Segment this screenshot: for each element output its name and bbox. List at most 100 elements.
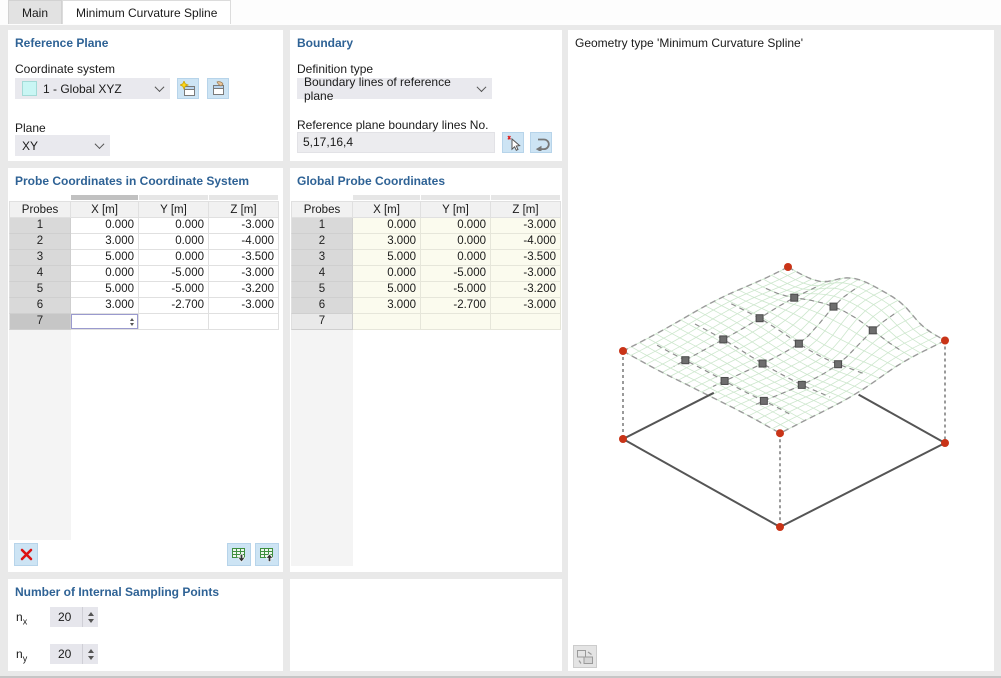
row-number-cell[interactable]: 3 [291,250,353,266]
row-number-cell[interactable]: 4 [291,266,353,282]
row-number-cell[interactable]: 3 [9,250,71,266]
view-toggle-button[interactable] [573,645,597,668]
cell-y[interactable]: -2.700 [139,298,209,314]
global-probe-coordinates-panel: Global Probe Coordinates Probes X [m] Y … [290,168,562,572]
cell-z: -3.000 [491,266,561,282]
table-row: 6 3.000 -2.700 -3.000 [9,298,279,314]
cell-z: -4.000 [491,234,561,250]
table-row: 6 3.000 -2.700 -3.000 [291,298,561,314]
header-probes: Probes [291,201,353,218]
cell-y[interactable]: 0.000 [139,250,209,266]
boundary-lines-input[interactable]: 5,17,16,4 [297,132,495,153]
probe-x-input[interactable] [71,314,138,329]
tab-main[interactable]: Main [8,0,63,24]
cell-x[interactable]: 3.000 [71,298,139,314]
cell-z: -3.500 [491,250,561,266]
ny-stepper[interactable]: 20 [50,644,98,664]
reference-plane-title: Reference Plane [15,36,109,50]
tab-bar: Main Minimum Curvature Spline [0,0,1001,25]
row-number-cell[interactable]: 6 [9,298,71,314]
boundary-panel: Boundary Definition type Boundary lines … [290,30,562,161]
cell-x: 3.000 [353,234,421,250]
pick-cursor-icon [507,135,521,151]
nx-value: 20 [58,610,72,624]
cell-y: -5.000 [421,282,491,298]
probe-coordinates-panel: Probe Coordinates in Coordinate System P… [8,168,283,572]
cell-x: 3.000 [353,298,421,314]
cell-x[interactable]: 3.000 [71,234,139,250]
nx-stepper[interactable]: 20 [50,607,98,627]
table-row: 1 0.000 0.000 -3.000 [291,218,561,234]
reset-lines-button[interactable] [530,132,552,153]
cell-z[interactable]: -3.000 [209,298,279,314]
row-number-cell[interactable]: 2 [9,234,71,250]
cell-x[interactable]: 5.000 [71,250,139,266]
coordinate-system-dropdown[interactable]: 1 - Global XYZ [15,78,170,99]
coordinate-system-color-swatch [22,81,37,96]
cell-y[interactable]: 0.000 [139,218,209,234]
chevron-down-icon [154,82,165,93]
sampling-points-panel: Number of Internal Sampling Points nx 20… [8,579,283,671]
tab-minimum-curvature-spline[interactable]: Minimum Curvature Spline [62,0,232,24]
new-coordinate-system-button[interactable] [177,78,199,99]
geometry-type-caption: Geometry type 'Minimum Curvature Spline' [575,36,803,50]
cell-x[interactable]: 5.000 [71,282,139,298]
cell-z: -3.000 [491,298,561,314]
row-number-cell[interactable]: 7 [9,314,71,330]
empty-panel [290,579,562,671]
global-table-title: Global Probe Coordinates [297,174,446,188]
boundary-title: Boundary [297,36,354,50]
stepper-arrows[interactable] [82,607,98,627]
cell-x[interactable]: 0.000 [71,266,139,282]
cell-y[interactable]: -5.000 [139,282,209,298]
header-x: X [m] [71,201,139,218]
column-strip [9,195,279,200]
cell-z[interactable]: -3.000 [209,266,279,282]
header-z: Z [m] [209,201,279,218]
cell-z[interactable] [209,314,279,330]
header-x: X [m] [353,201,421,218]
row-number-cell[interactable]: 2 [291,234,353,250]
cell-z: -3.000 [491,218,561,234]
cell-x[interactable]: 0.000 [71,218,139,234]
import-table-button[interactable] [255,543,279,566]
row-number-cell[interactable]: 4 [9,266,71,282]
table-row: 2 3.000 0.000 -4.000 [9,234,279,250]
cell-z[interactable]: -3.000 [209,218,279,234]
cell-z[interactable]: -3.500 [209,250,279,266]
table-row: 4 0.000 -5.000 -3.000 [9,266,279,282]
pick-lines-button[interactable] [502,132,524,153]
cell-y[interactable]: 0.000 [139,234,209,250]
definition-type-dropdown[interactable]: Boundary lines of reference plane [297,75,492,103]
row-number-cell[interactable]: 6 [291,298,353,314]
cell-y[interactable] [139,314,209,330]
plane-value: XY [22,138,39,153]
delete-row-button[interactable] [14,543,38,566]
export-table-button[interactable] [227,543,251,566]
cell-x: 5.000 [353,250,421,266]
row-header-filler [9,330,71,540]
table-row: 3 5.000 0.000 -3.500 [291,250,561,266]
header-probes: Probes [9,201,71,218]
row-number-cell[interactable]: 5 [291,282,353,298]
geometry-preview-panel: Geometry type 'Minimum Curvature Spline' [568,30,994,671]
stepper-arrows[interactable] [82,644,98,664]
cell-y[interactable]: -5.000 [139,266,209,282]
cell-z[interactable]: -4.000 [209,234,279,250]
cell-z: -3.200 [491,282,561,298]
definition-type-value: Boundary lines of reference plane [304,74,451,103]
cell-y: -2.700 [421,298,491,314]
coordinate-system-value: 1 - Global XYZ [43,81,122,96]
row-number-cell[interactable]: 5 [9,282,71,298]
new-window-star-icon [180,80,195,96]
cell-x[interactable] [71,314,139,330]
plane-dropdown[interactable]: XY [15,135,110,156]
coordinate-system-label: Coordinate system [15,62,116,76]
header-y: Y [m] [139,201,209,218]
edit-coordinate-system-button[interactable] [207,78,229,99]
value-stepper[interactable] [130,317,134,326]
cell-z[interactable]: -3.200 [209,282,279,298]
row-number-cell[interactable]: 1 [291,218,353,234]
row-number-cell[interactable]: 1 [9,218,71,234]
surface-preview-svg [619,263,949,531]
